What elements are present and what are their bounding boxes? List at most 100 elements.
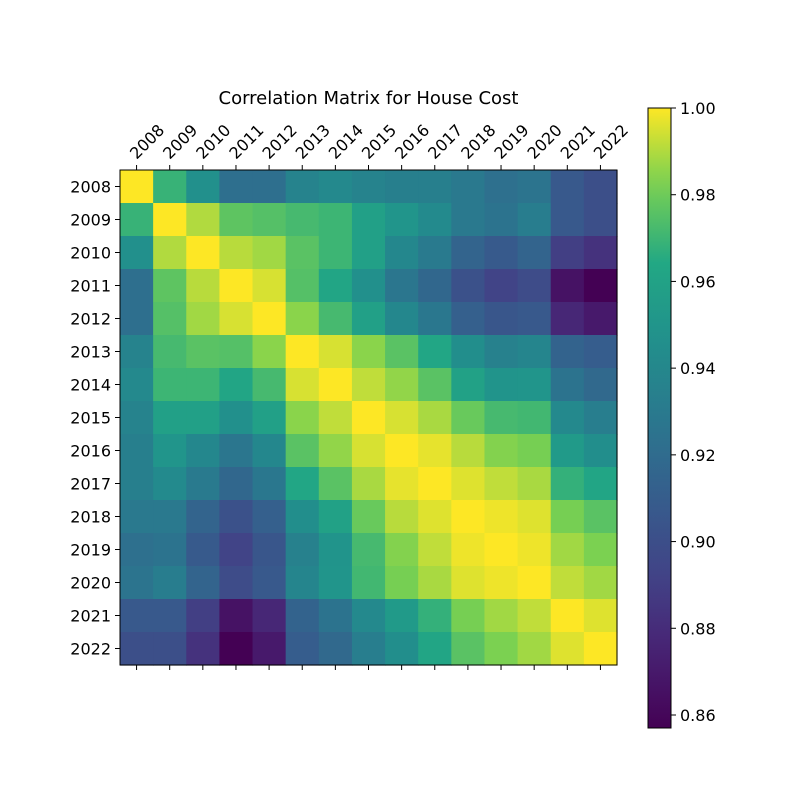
heatmap-cell-2021-2016 [385,599,419,633]
heatmap-cell-2015-2021 [550,401,585,435]
heatmap-cell-2009-2018 [451,203,486,237]
heatmap-cell-2022-2012 [252,632,287,666]
heatmap-cell-2015-2013 [285,401,320,435]
heatmap-cell-2013-2011 [219,335,254,369]
y-tick-label: 2012 [70,310,111,329]
heatmap-cell-2016-2019 [484,434,519,468]
heatmap-cell-2010-2011 [219,236,254,270]
heatmap-cell-2011-2016 [385,269,419,303]
heatmap-cell-2021-2021 [550,599,585,633]
heatmap-cell-2020-2017 [418,566,452,600]
heatmap-cell-2017-2014 [318,467,353,501]
heatmap-cell-2018-2014 [318,500,353,534]
y-tick-label: 2011 [70,277,111,296]
heatmap-cell-2014-2009 [153,368,187,402]
heatmap-cell-2009-2013 [285,203,320,237]
heatmap-cell-2016-2016 [385,434,419,468]
heatmap-cell-2020-2014 [318,566,353,600]
x-tick-label: 2013 [292,121,334,163]
heatmap-cell-2014-2017 [418,368,452,402]
heatmap-cell-2020-2008 [120,566,154,600]
heatmap-cell-2015-2016 [385,401,419,435]
heatmap-cell-2011-2019 [484,269,519,303]
x-tick-label: 2014 [325,121,367,163]
heatmap-cell-2009-2017 [418,203,452,237]
y-tick-label: 2019 [70,541,111,560]
heatmap-cell-2013-2009 [153,335,187,369]
heatmap-cell-2014-2019 [484,368,519,402]
heatmap-cell-2017-2022 [583,467,618,501]
heatmap-cell-2008-2008 [120,170,154,204]
heatmap-cell-2022-2020 [517,632,552,666]
heatmap-cell-2008-2011 [219,170,254,204]
y-tick-label: 2009 [70,211,111,230]
heatmap-cell-2022-2017 [418,632,452,666]
heatmap-cell-2019-2014 [318,533,353,567]
heatmap-cell-2014-2011 [219,368,254,402]
heatmap-cell-2014-2021 [550,368,585,402]
heatmap-cell-2008-2013 [285,170,320,204]
heatmap-cell-2011-2010 [186,269,220,303]
x-tick-label: 2017 [424,121,466,163]
x-tick-label: 2018 [457,121,499,163]
heatmap-cell-2009-2016 [385,203,419,237]
heatmap-cell-2013-2022 [583,335,618,369]
heatmap-cell-2013-2015 [351,335,386,369]
y-tick-label: 2022 [70,640,111,659]
heatmap-cell-2018-2013 [285,500,320,534]
heatmap-cell-2018-2017 [418,500,452,534]
heatmap-cell-2016-2021 [550,434,585,468]
colorbar-tick-label: 0.88 [680,619,716,638]
heatmap-cell-2021-2014 [318,599,353,633]
heatmap-cell-2009-2014 [318,203,353,237]
heatmap-cell-2017-2017 [418,467,452,501]
heatmap-cell-2011-2022 [583,269,618,303]
heatmap-cell-2015-2011 [219,401,254,435]
heatmap-cell-2008-2014 [318,170,353,204]
heatmap-cell-2013-2012 [252,335,287,369]
heatmap-cell-2010-2017 [418,236,452,270]
heatmap-cell-2022-2011 [219,632,254,666]
heatmap-cell-2017-2016 [385,467,419,501]
heatmap-cell-2020-2011 [219,566,254,600]
heatmap-cell-2012-2012 [252,302,287,336]
heatmap-cell-2010-2014 [318,236,353,270]
heatmap-cell-2011-2014 [318,269,353,303]
heatmap-cell-2020-2019 [484,566,519,600]
heatmap-cell-2019-2013 [285,533,320,567]
heatmap-cell-2017-2021 [550,467,585,501]
colorbar-tick-label: 0.94 [680,359,716,378]
heatmap-cell-2010-2009 [153,236,187,270]
y-tick-label: 2015 [70,409,111,428]
heatmap-cell-2014-2010 [186,368,220,402]
heatmap-cell-2012-2020 [517,302,552,336]
heatmap-cell-2016-2009 [153,434,187,468]
heatmap-cell-2021-2008 [120,599,154,633]
heatmap-cell-2019-2017 [418,533,452,567]
heatmap-cell-2012-2019 [484,302,519,336]
heatmap-cell-2016-2010 [186,434,220,468]
heatmap-cell-2019-2010 [186,533,220,567]
heatmap-cell-2009-2011 [219,203,254,237]
heatmap-cell-2008-2016 [385,170,419,204]
heatmap-cell-2020-2022 [583,566,618,600]
heatmap-cell-2019-2009 [153,533,187,567]
colorbar-gradient [647,107,672,729]
heatmap-cell-2010-2012 [252,236,287,270]
heatmap-cell-2015-2019 [484,401,519,435]
heatmap-cell-2020-2009 [153,566,187,600]
heatmap-cell-2020-2016 [385,566,419,600]
colorbar-tick-label: 0.86 [680,706,716,725]
y-tick-label: 2018 [70,508,111,527]
heatmap-cell-2012-2021 [550,302,585,336]
heatmap-cell-2020-2018 [451,566,486,600]
heatmap-cell-2008-2010 [186,170,220,204]
heatmap-cell-2008-2018 [451,170,486,204]
heatmap-cell-2022-2014 [318,632,353,666]
heatmap-cell-2018-2011 [219,500,254,534]
heatmap-cell-2011-2015 [351,269,386,303]
heatmap-cell-2008-2019 [484,170,519,204]
heatmap-cell-2022-2015 [351,632,386,666]
